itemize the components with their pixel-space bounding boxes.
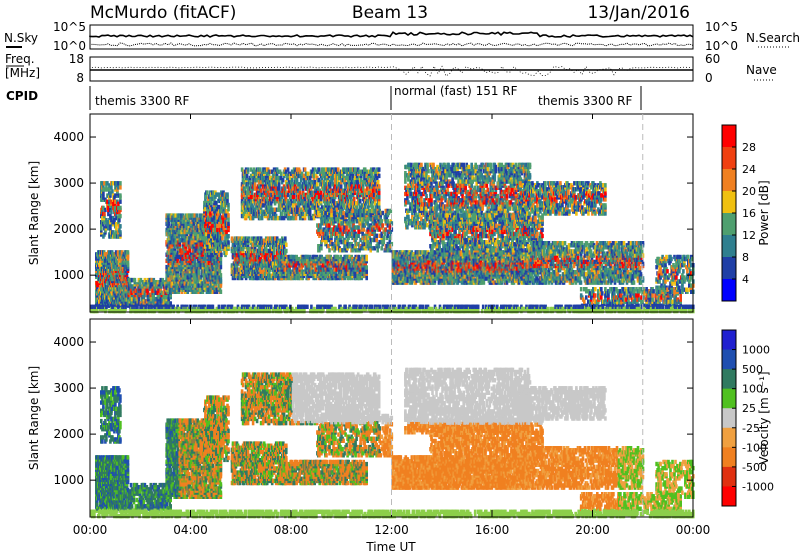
power-pixel [119, 193, 122, 197]
power-pixel [198, 269, 201, 273]
sky-tick-bottom: 10^0 [53, 39, 86, 53]
nave-label: Nave [746, 63, 777, 77]
radar-figure: McMurdo (fitACF) Beam 13 13/Jan/2016 N.S… [0, 0, 800, 554]
power-pixel [119, 200, 122, 204]
power-pixel [110, 210, 113, 214]
freq-unit-label: [MHz] [5, 66, 40, 80]
header-station: McMurdo (fitACF) [90, 3, 236, 23]
nsky-line [90, 32, 693, 37]
power-pixel [194, 259, 197, 263]
power-pixel [102, 191, 105, 195]
power-pixel [189, 248, 192, 252]
freq-label: Freq. [5, 52, 35, 66]
power-pixel [110, 185, 113, 189]
cpid-segment-2: normal (fast) 151 RF [394, 84, 518, 98]
power-pixel [119, 230, 122, 234]
nsearch-line [90, 43, 693, 46]
nave-tick-bottom: 0 [705, 71, 713, 85]
power-pixel [127, 250, 130, 254]
power-pixel [109, 226, 112, 230]
nsearch-label: N.Search [746, 31, 800, 45]
nave-tick-top: 60 [705, 52, 720, 66]
nsky-label: N.Sky [4, 31, 38, 45]
power-pixel [127, 260, 130, 264]
power-pixel [119, 214, 122, 218]
freq-tick-top: 18 [69, 52, 84, 66]
power-pixel [118, 218, 121, 222]
cpid-segment-3: themis 3300 RF [538, 94, 632, 108]
search-tick-bottom: 10^0 [705, 39, 738, 53]
power-pixel [103, 212, 106, 216]
sky-count-lines [90, 32, 693, 46]
header-beam: Beam 13 [352, 3, 428, 23]
power-pixel [119, 206, 122, 210]
power-pixel [119, 185, 122, 189]
power-pixel [134, 278, 137, 282]
header-date: 13/Jan/2016 [587, 3, 690, 23]
power-pixel [196, 213, 199, 217]
power-pixel [111, 189, 114, 193]
cpid-label: CPID [6, 89, 38, 103]
freq-tick-bottom: 8 [76, 71, 84, 85]
cpid-segment-1: themis 3300 RF [95, 94, 189, 108]
freq-nave-lines [90, 66, 693, 76]
power-heatmap [90, 163, 695, 314]
power-pixel [115, 226, 118, 230]
power-pixel [138, 297, 141, 301]
power-pixel [119, 181, 122, 185]
nave-line [90, 66, 690, 76]
search-tick-top: 10^5 [705, 20, 738, 34]
sky-tick-top: 10^5 [53, 20, 86, 34]
power-pixel [119, 224, 122, 228]
